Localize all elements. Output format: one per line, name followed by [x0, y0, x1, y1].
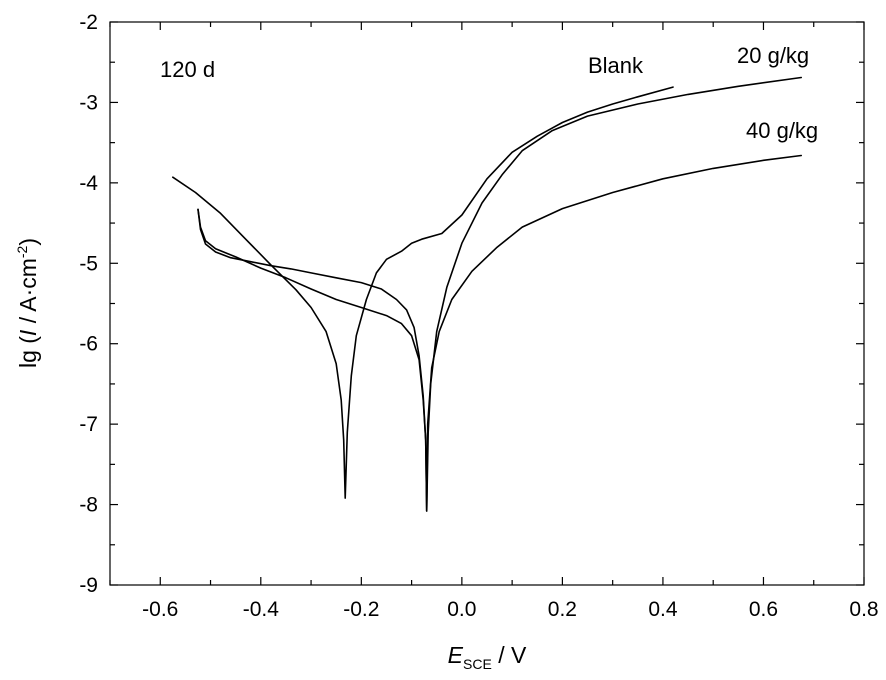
plot-frame: [109, 21, 865, 586]
series-line-40-g-kg: [197, 154, 802, 512]
x-axis-ticks: -0.6 -0.4 -0.2 0.0 0.2 0.4 0.6 0.8: [109, 22, 879, 621]
x-tick-label: -0.4: [243, 598, 280, 621]
x-axis-title: ESCE / V: [448, 642, 527, 672]
x-tick-label: 0.8: [849, 598, 878, 621]
x-tick-label: 0.0: [447, 598, 476, 621]
y-tick-label: -9: [79, 574, 98, 597]
y-tick-label: -2: [79, 11, 98, 34]
y-tick-label: -3: [79, 91, 98, 114]
x-tick-label: 0.6: [749, 598, 778, 621]
x-tick-label: 0.2: [548, 598, 577, 621]
series-line-blank: [172, 86, 674, 499]
series-curves: [172, 76, 802, 512]
label-20gkg: 20 g/kg: [737, 43, 809, 68]
x-tick-label: 0.4: [648, 598, 678, 621]
y-axis-title: lg (I / A·cm-2): [14, 238, 41, 368]
label-40gkg: 40 g/kg: [746, 118, 818, 143]
y-tick-label: -8: [79, 494, 98, 517]
x-tick-label: -0.2: [343, 598, 379, 621]
series-line-20-g-kg: [197, 76, 802, 512]
annotation-120d: 120 d: [160, 57, 215, 82]
y-axis-ticks: -9 -8 -7 -6 -5 -4 -3 -2: [79, 11, 864, 597]
label-blank: Blank: [588, 53, 644, 78]
y-tick-label: -4: [79, 172, 98, 195]
y-tick-label: -6: [79, 333, 98, 356]
y-tick-label: -7: [79, 413, 98, 436]
y-tick-label: -5: [79, 252, 98, 275]
x-tick-label: -0.6: [142, 598, 178, 621]
